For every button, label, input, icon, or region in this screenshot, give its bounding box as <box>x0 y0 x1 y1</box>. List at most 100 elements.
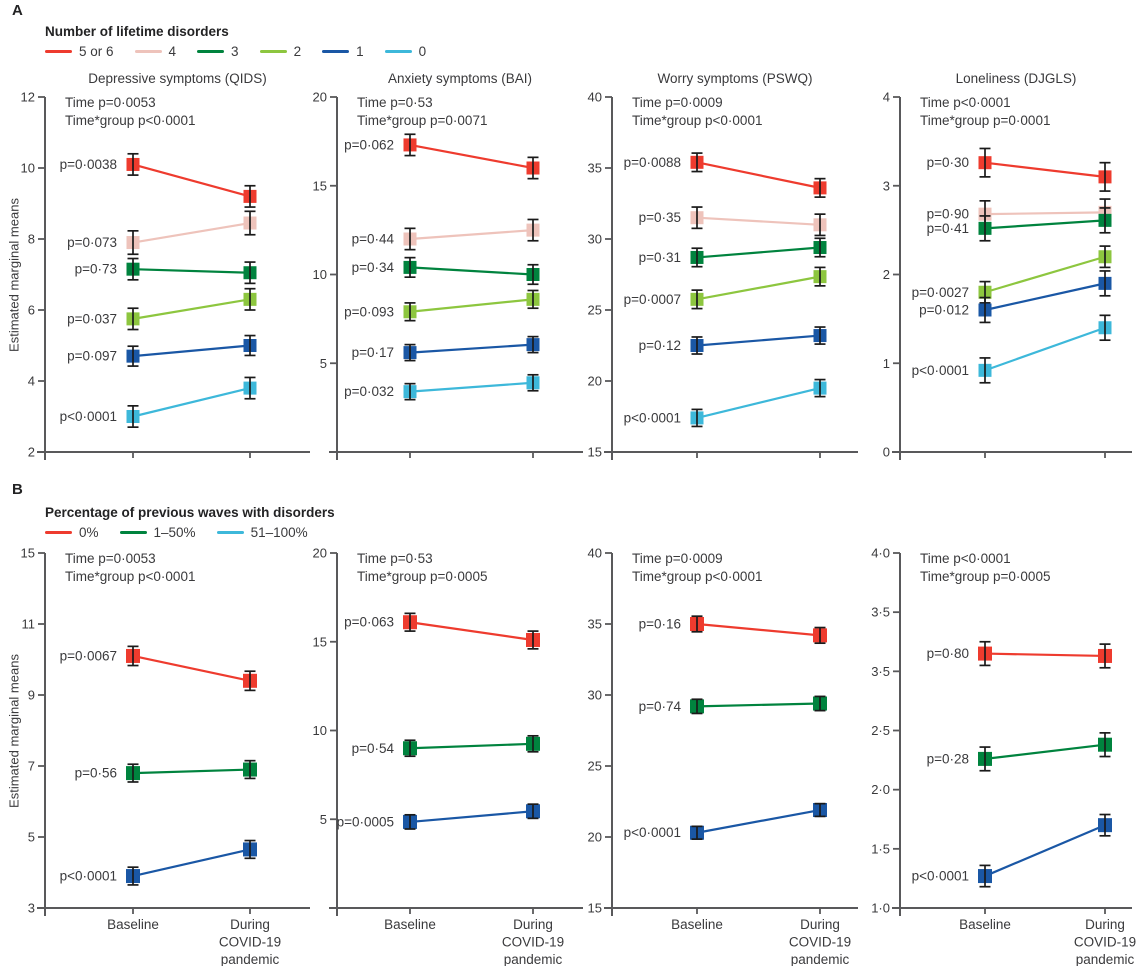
series-4: p=0·35 <box>639 206 827 237</box>
p-value-label: p=0·16 <box>639 617 681 632</box>
x-tick-label: Baseline <box>384 917 436 932</box>
series-2: p=0·093 <box>344 289 540 322</box>
series-5 or 6: p=0·0088 <box>624 152 827 198</box>
x-tick-label: COVID-19 <box>1074 935 1136 950</box>
series-line <box>132 768 251 775</box>
p-value-label: p=0·097 <box>67 349 117 364</box>
legend-item: 5 or 6 <box>45 44 114 59</box>
series-0: p<0·0001 <box>624 378 827 428</box>
legend-swatch-line <box>259 50 287 54</box>
y-tick-label: 10 <box>21 161 35 176</box>
x-tick-label: Baseline <box>959 917 1011 932</box>
legend-a: Number of lifetime disorders 5 or 6 4 3 2 1 0 <box>45 24 426 59</box>
p-value-label: p=0·35 <box>639 210 681 225</box>
series-line <box>409 298 534 313</box>
legend-swatch-line <box>322 50 350 54</box>
y-tick-label: 1·5 <box>871 841 890 856</box>
series-1–50%: p=0·54 <box>352 734 540 758</box>
y-tick-label: 1·0 <box>871 901 890 916</box>
series-line <box>409 143 534 170</box>
series-line <box>132 163 251 198</box>
legend-item-label: 4 <box>168 44 177 60</box>
series-line <box>132 298 251 320</box>
p-value-label: p=0·0007 <box>624 292 681 307</box>
stats-text: Time p=0·0009 <box>632 551 723 566</box>
x-tick-label: COVID-19 <box>219 935 281 950</box>
x-tick-label: COVID-19 <box>789 935 851 950</box>
series-3: p=0·73 <box>75 257 257 285</box>
series-4: p=0·073 <box>67 210 257 256</box>
series-line <box>409 343 534 354</box>
series-line <box>984 211 1106 216</box>
legend-items-a: 5 or 6 4 3 2 1 0 <box>45 44 426 59</box>
legend-item: 0 <box>384 44 427 60</box>
y-tick-label: 6 <box>28 303 35 318</box>
y-tick-label: 15 <box>588 901 602 916</box>
series-line <box>409 266 534 276</box>
p-value-label: p<0·0001 <box>624 825 681 840</box>
legend-item: 1 <box>322 44 364 59</box>
legend-item-label: 1–50% <box>153 525 196 541</box>
y-tick-label: 35 <box>588 161 602 176</box>
p-value-label: p=0·0038 <box>60 157 117 172</box>
legend-item-label: 3 <box>231 44 239 60</box>
series-line <box>696 216 821 226</box>
series-line <box>132 344 251 358</box>
x-tick-label: pandemic <box>791 952 850 966</box>
series-0%: p=0·0067 <box>60 645 257 692</box>
stats-text: Time*group p=0·0001 <box>920 113 1050 128</box>
series-0: p<0·0001 <box>912 314 1112 384</box>
legend-b: Percentage of previous waves with disord… <box>45 505 335 540</box>
series-51–100%: p=0·0005 <box>337 803 540 830</box>
stats-text: Time*group p=0·0005 <box>357 569 487 584</box>
chart-title: Depressive symptoms (QIDS) <box>88 71 267 86</box>
legend-item-label: 0 <box>418 44 427 60</box>
p-value-label: p=0·073 <box>67 235 117 250</box>
legend-swatch-line <box>134 50 162 54</box>
series-1: p=0·12 <box>639 326 827 355</box>
y-tick-label: 4·0 <box>871 546 890 561</box>
legend-item: 4 <box>134 44 177 60</box>
series-line <box>696 161 821 189</box>
legend-swatch-line <box>216 531 244 535</box>
y-tick-label: 25 <box>588 303 602 318</box>
y-tick-label: 15 <box>588 445 602 460</box>
y-tick-label: 3·5 <box>871 664 890 679</box>
y-tick-label: 10 <box>313 267 327 282</box>
series-line <box>696 387 821 419</box>
series-4: p=0·90 <box>927 198 1112 229</box>
series-1: p=0·17 <box>352 335 540 362</box>
series-line <box>984 219 1106 230</box>
legend-items-b: 0% 1–50% 51–100% <box>45 525 335 540</box>
p-value-label: p=0·063 <box>344 615 394 630</box>
p-value-label: p=0·0088 <box>624 155 681 170</box>
series-0%: p=0·80 <box>927 640 1112 669</box>
series-line <box>984 255 1106 294</box>
legend-item-label: 2 <box>293 44 302 60</box>
y-tick-label: 0 <box>883 445 890 460</box>
p-value-label: p=0·41 <box>927 221 969 236</box>
y-tick-label: 15 <box>21 546 35 561</box>
series-line <box>409 229 534 241</box>
p-value-label: p=0·12 <box>639 338 681 353</box>
series-0: p<0·0001 <box>60 376 257 428</box>
y-tick-label: 2 <box>28 445 35 460</box>
stats-text: Time*group p<0·0001 <box>65 569 195 584</box>
x-tick-label: During <box>230 917 270 932</box>
x-tick-label: pandemic <box>221 952 280 966</box>
legend-item: 51–100% <box>216 525 308 540</box>
chart-A3: 40 35 30 25 20 15 Time p=0·0009 Time*group p<0·… <box>588 71 858 460</box>
y-tick-label: 5 <box>320 356 327 371</box>
y-tick-label: 3 <box>28 901 35 916</box>
p-value-label: p=0·30 <box>927 155 969 170</box>
y-tick-label: 9 <box>28 688 35 703</box>
stats-text: Time*group p=0·0005 <box>920 569 1050 584</box>
legend-item: 0% <box>45 525 99 540</box>
p-value-label: p=0·28 <box>927 751 969 766</box>
chart-title: Loneliness (DJGLS) <box>956 71 1077 86</box>
y-tick-label: 30 <box>588 232 602 247</box>
legend-title-a: Number of lifetime disorders <box>45 24 229 39</box>
y-tick-label: 20 <box>588 374 602 389</box>
y-tick-label: 15 <box>313 634 327 649</box>
